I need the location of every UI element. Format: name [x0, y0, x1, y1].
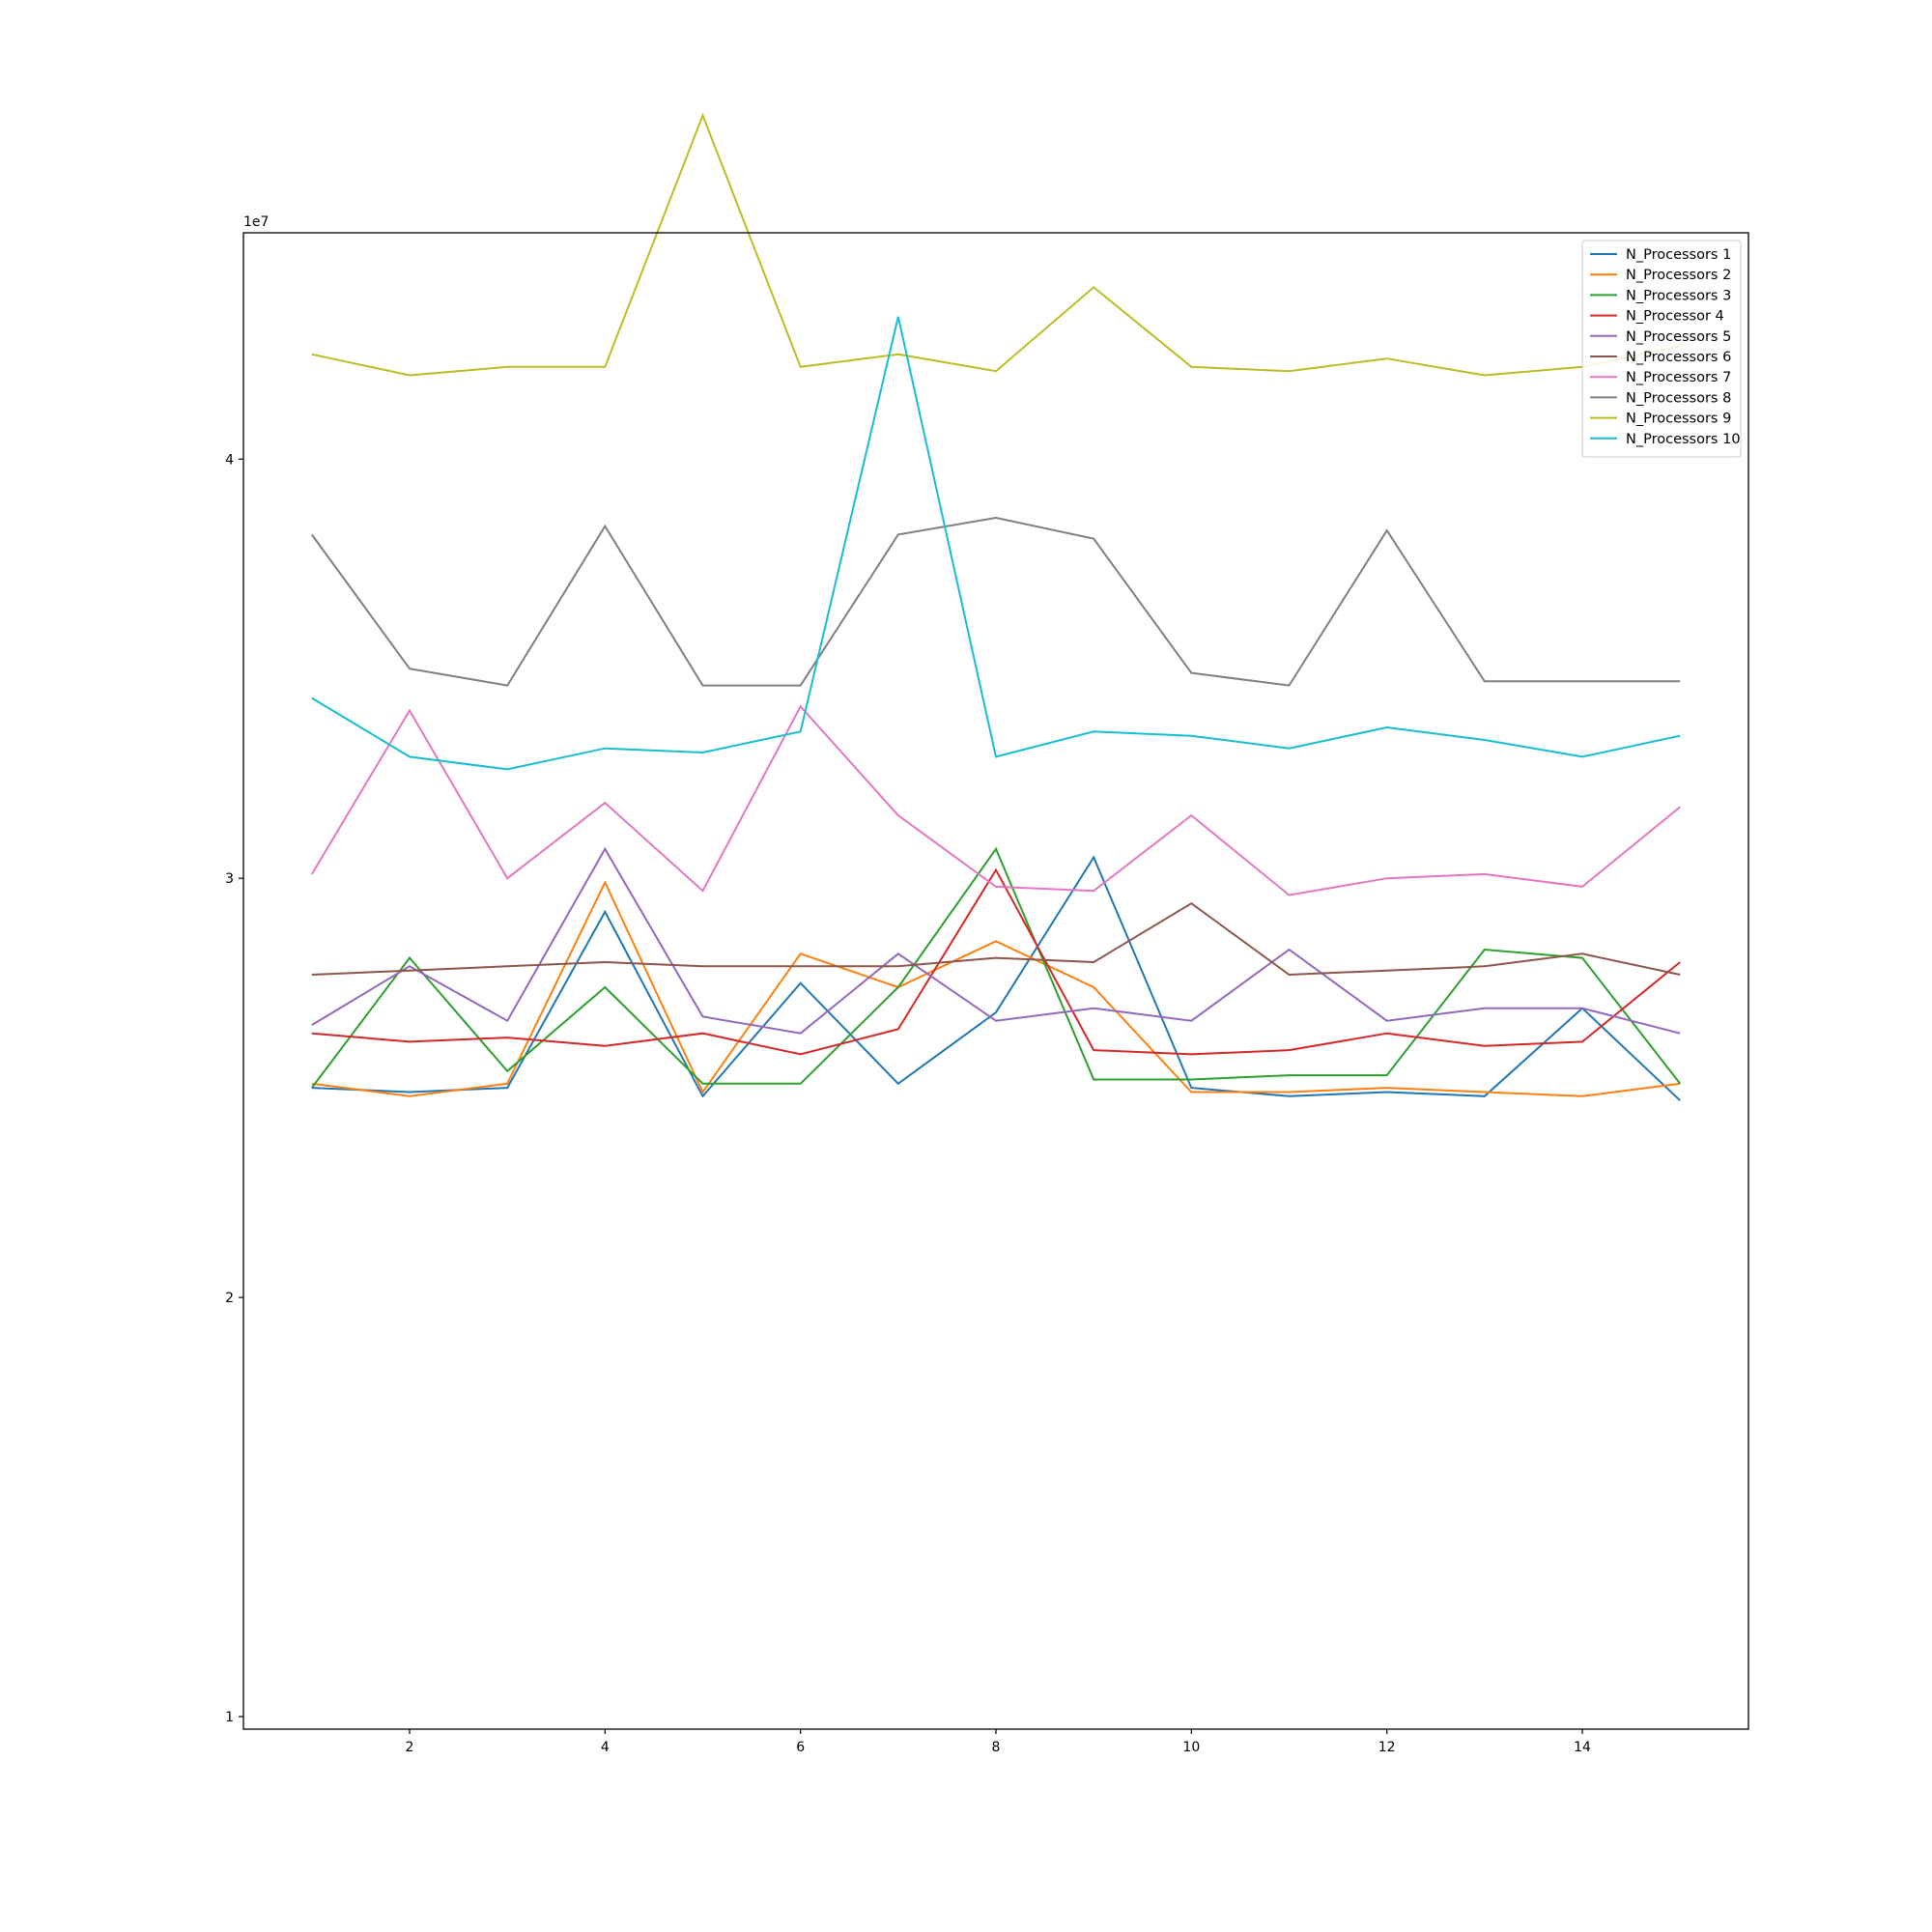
x-tick-label: 2 — [406, 1740, 414, 1755]
legend-entry-label: N_Processors 1 — [1626, 247, 1731, 263]
y-axis-offset-label: 1e7 — [243, 214, 269, 230]
legend-entry-label: N_Processors 8 — [1626, 390, 1731, 406]
x-tick-label: 8 — [992, 1740, 1001, 1755]
series-line-4 — [311, 867, 1681, 1056]
x-tick-label: 4 — [601, 1740, 610, 1755]
x-tick-label: 12 — [1378, 1740, 1396, 1755]
legend-entry-label: N_Processors 7 — [1626, 370, 1731, 385]
legend-box — [1581, 240, 1742, 458]
y-tick-label: 3 — [225, 871, 234, 887]
legend-entry-label: N_Processors 5 — [1626, 329, 1731, 345]
x-tick-label: 14 — [1574, 1740, 1591, 1755]
x-tick-label: 6 — [796, 1740, 805, 1755]
y-tick-label: 1 — [225, 1710, 234, 1725]
x-tick-label: 10 — [1182, 1740, 1200, 1755]
series-line-9 — [311, 112, 1681, 377]
series-line-8 — [310, 516, 1681, 687]
legend-entry-label: N_Processors 9 — [1626, 412, 1731, 427]
y-tick-label: 2 — [225, 1291, 234, 1306]
legend-entry-label: N_Processors 2 — [1626, 268, 1731, 283]
legend: N_Processors 1 N_Processors 2 N_Processors… — [1581, 240, 1742, 458]
legend-entry-label: N_Processors 6 — [1626, 350, 1731, 365]
plot-area — [242, 112, 1749, 1730]
y-axis: 1 2 3 4 — [225, 452, 243, 1725]
legend-entry-label: N_Processors 10 — [1626, 432, 1741, 447]
x-axis: 2 4 6 8 10 12 14 — [406, 1729, 1591, 1755]
series-line-3 — [311, 846, 1681, 1089]
series-line-1 — [311, 855, 1681, 1101]
series-line-5 — [311, 846, 1681, 1035]
series-line-2 — [311, 880, 1681, 1097]
series-lines — [310, 112, 1681, 1101]
series-line-10 — [311, 316, 1681, 771]
series-line-7 — [310, 704, 1681, 896]
y-tick-label: 4 — [225, 452, 234, 468]
legend-entry-label: N_Processors 3 — [1626, 288, 1731, 303]
legend-entry-label: N_Processor 4 — [1626, 309, 1724, 325]
series-line-6 — [311, 902, 1681, 977]
